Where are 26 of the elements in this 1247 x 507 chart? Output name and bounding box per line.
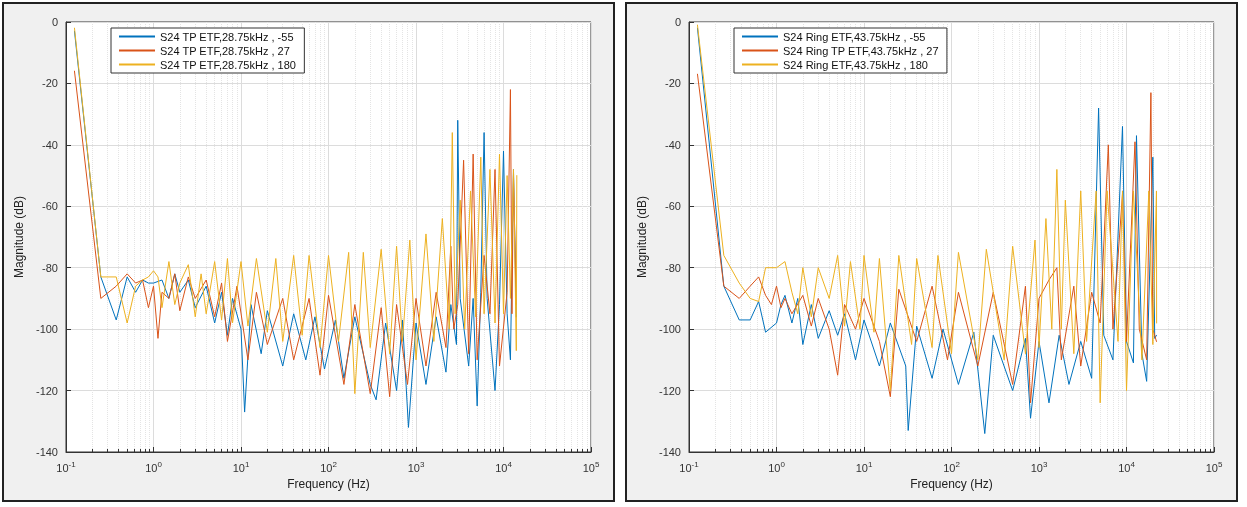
y-tick-label: -140 — [35, 446, 58, 458]
y-tick-label: -80 — [665, 261, 681, 274]
y-tick-label: 0 — [674, 16, 681, 28]
y-tick-label: -120 — [658, 384, 681, 397]
y-tick-label: -40 — [665, 138, 681, 151]
y-tick-label: -60 — [42, 200, 58, 213]
x-axis-title: Frequency (Hz) — [910, 477, 993, 492]
y-axis-title: Magnitude (dB) — [12, 195, 27, 279]
y-tick-label: 0 — [51, 16, 58, 28]
legend-label: S24 Ring ETF,43.75kHz , 180 — [783, 58, 928, 71]
y-tick-label: -100 — [35, 323, 58, 336]
legend-label: S24 Ring ETF,43.75kHz , -55 — [783, 30, 926, 43]
legend-label: S24 TP ETF,28.75kHz , 27 — [160, 44, 290, 57]
legend-label: S24 TP ETF,28.75kHz , 180 — [160, 58, 296, 71]
y-tick-label: -140 — [658, 446, 681, 458]
y-tick-label: -20 — [665, 77, 681, 90]
y-tick-label: -120 — [35, 384, 58, 397]
legend-label: S24 Ring TP ETF,43.75kHz , 27 — [783, 44, 939, 57]
y-tick-label: -100 — [658, 323, 681, 336]
y-tick-label: -40 — [42, 138, 58, 151]
y-tick-label: -20 — [42, 77, 58, 90]
legend-label: S24 TP ETF,28.75kHz , -55 — [160, 30, 294, 43]
y-axis-title: Magnitude (dB) — [635, 195, 650, 279]
y-tick-label: -60 — [665, 200, 681, 213]
x-axis-title: Frequency (Hz) — [287, 477, 370, 492]
y-tick-label: -80 — [42, 261, 58, 274]
